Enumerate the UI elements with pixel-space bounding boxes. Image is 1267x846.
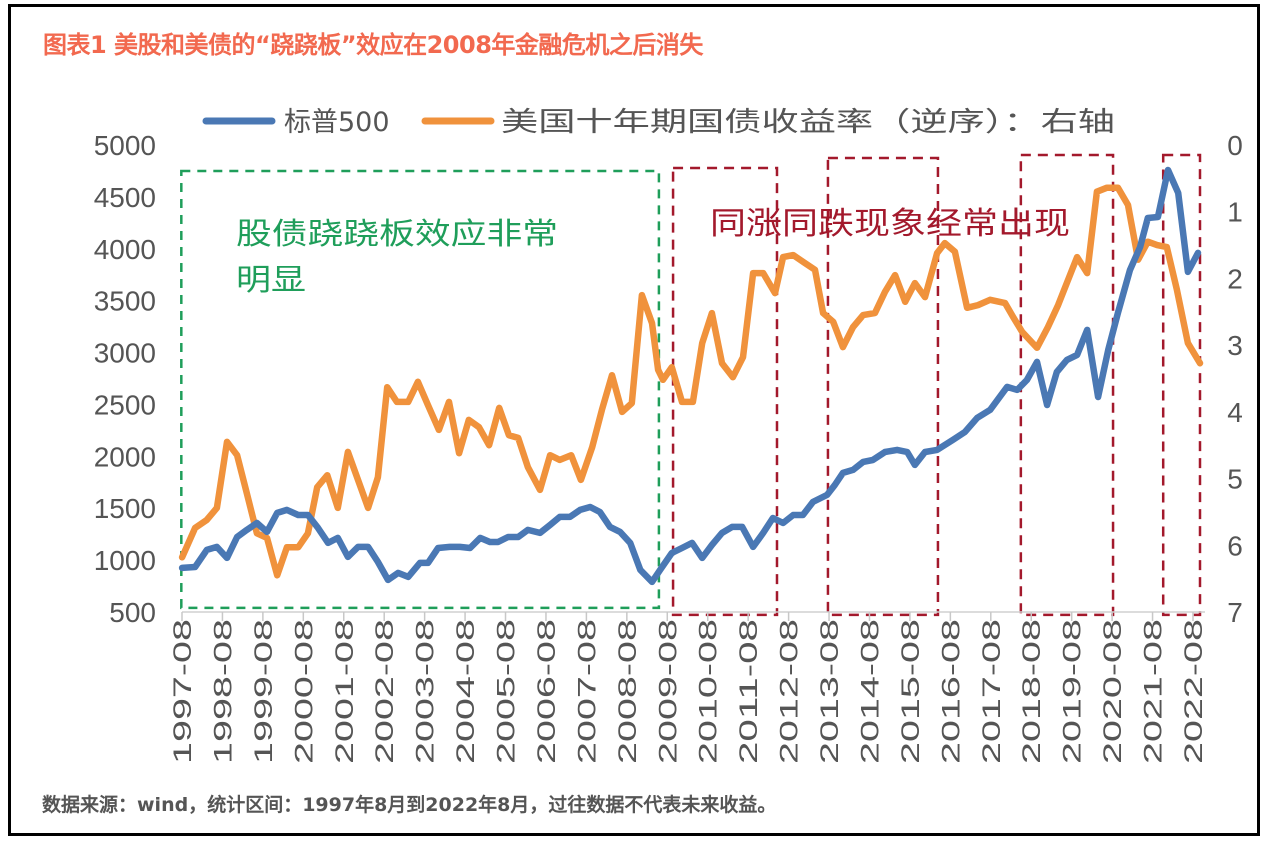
y-right-tick-label: 0 <box>1227 130 1243 161</box>
x-tick-label: 2010-08 <box>695 619 723 764</box>
y-right-tick-label: 6 <box>1227 530 1243 561</box>
y-left-tick-label: 3500 <box>94 286 156 317</box>
chart-title: 图表1 美股和美债的“跷跷板”效应在2008年金融危机之后消失 <box>43 31 703 59</box>
y-left-tick-label: 500 <box>109 597 156 628</box>
y-right-tick-label: 4 <box>1227 397 1243 428</box>
y-right-tick-label: 1 <box>1227 197 1243 228</box>
y-left-tick-label: 4000 <box>94 234 156 265</box>
x-tick-label: 2009-08 <box>654 619 682 764</box>
annotation-seesaw-line-2: 明显 <box>236 263 306 298</box>
x-tick-label: 2011-08 <box>735 619 763 764</box>
co-movement-box-4-box <box>1161 153 1202 617</box>
x-tick-label: 2004-08 <box>452 619 480 764</box>
x-tick-label: 2022-08 <box>1180 619 1208 764</box>
x-tick-label: 2019-08 <box>1059 619 1087 764</box>
x-tick-label: 2000-08 <box>290 619 318 764</box>
chart-frame <box>8 4 1260 836</box>
y-left-tick-label: 2500 <box>94 389 156 420</box>
x-tick-label: 2018-08 <box>1018 619 1046 764</box>
data-source-note: 数据来源：wind，统计区间：1997年8月到2022年8月，过往数据不代表未来… <box>42 794 777 816</box>
seesaw-period-box <box>180 169 661 610</box>
x-tick-label: 2002-08 <box>371 619 399 764</box>
x-tick-label: 2015-08 <box>897 619 925 764</box>
x-tick-label: 1999-08 <box>250 619 278 764</box>
annotation-seesaw-line-1: 股债跷跷板效应非常 <box>236 217 558 252</box>
x-tick-label: 2013-08 <box>816 619 844 764</box>
y-right-tick-label: 3 <box>1227 330 1243 361</box>
y-left-tick-label: 2000 <box>94 441 156 472</box>
x-tick-label: 2012-08 <box>776 619 804 764</box>
y-right-tick-label: 5 <box>1227 464 1243 495</box>
series-lines <box>178 166 1204 586</box>
x-tick-label: 2020-08 <box>1099 619 1127 764</box>
y-left-tick-label: 1500 <box>94 493 156 524</box>
x-tick-label: 2006-08 <box>533 619 561 764</box>
co-movement-box-1-box <box>671 166 779 617</box>
x-tick-label: 2003-08 <box>412 619 440 764</box>
y-right-tick-label: 2 <box>1227 263 1243 294</box>
x-tick-label: 2005-08 <box>493 619 521 764</box>
y-left-tick-label: 5000 <box>94 130 156 161</box>
x-tick-label: 2017-08 <box>978 619 1006 764</box>
x-tick-label: 2001-08 <box>331 619 359 764</box>
x-tick-label: 2016-08 <box>937 619 965 764</box>
y-right-tick-label: 7 <box>1227 597 1243 628</box>
legend-label-yield: 美国十年期国债收益率（逆序）：右轴 <box>501 107 1115 138</box>
series-line-treasury-yield <box>178 184 1204 579</box>
annotation-texts: 股债跷跷板效应非常 明显 同涨同跌现象经常出现 <box>236 206 1070 298</box>
legend: 标普500 美国十年期国债收益率（逆序）：右轴 <box>202 107 1115 138</box>
x-tick-label: 1997-08 <box>169 619 197 764</box>
x-tick-label: 2008-08 <box>614 619 642 764</box>
series-line-sp500 <box>178 166 1202 586</box>
axes: 1997-08 1998-08 1999-08 2000-08 2001-08 2002-… <box>94 130 1243 764</box>
y-left-tick-label: 1000 <box>94 545 156 576</box>
legend-label-sp500: 标普500 <box>284 107 390 138</box>
co-movement-box-2-box <box>826 156 940 617</box>
y-left-tick-label: 4500 <box>94 182 156 213</box>
y-left-tick-label: 3000 <box>94 338 156 369</box>
annotation-co-movement: 同涨同跌现象经常出现 <box>710 206 1070 242</box>
x-tick-label: 1998-08 <box>209 619 237 764</box>
x-tick-label: 2007-08 <box>573 619 601 764</box>
x-tick-label: 2021-08 <box>1140 619 1168 764</box>
x-tick-label: 2014-08 <box>856 619 884 764</box>
